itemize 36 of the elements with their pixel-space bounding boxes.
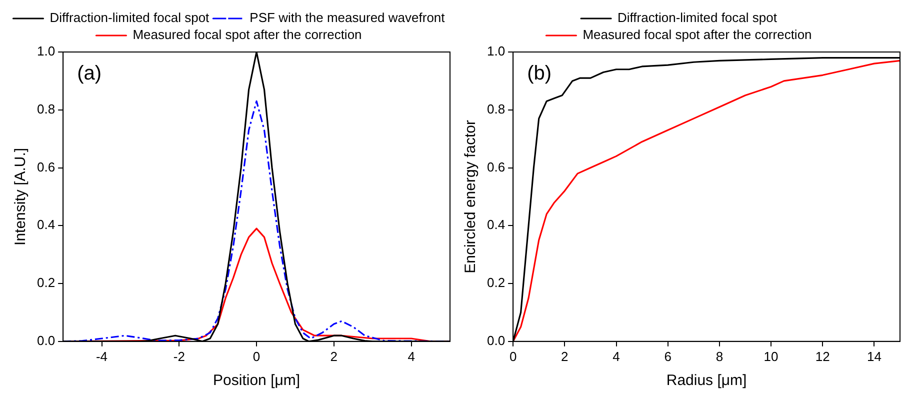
x-tick-label: -2 xyxy=(173,348,185,364)
y-tick-label: 1.0 xyxy=(36,44,56,59)
x-tick-label: 10 xyxy=(764,348,778,364)
y-axis-title: Intensity [A.U.] xyxy=(12,148,30,246)
annotation: (a) xyxy=(77,62,102,85)
y-tick-label: 0.2 xyxy=(36,275,56,290)
y-tick-label: 0.2 xyxy=(486,275,506,290)
x-axis-title: Position [μm] xyxy=(213,372,300,390)
y-tick-label: 0.6 xyxy=(36,159,56,174)
x-tick-label: 2 xyxy=(330,348,338,364)
x-tick-label: 4 xyxy=(612,348,620,364)
x-tick-label: 2 xyxy=(561,348,568,364)
y-tick-label: 0.8 xyxy=(486,101,506,116)
x-tick-label: 12 xyxy=(815,348,830,364)
legend-label: Measured focal spot after the correction xyxy=(132,27,362,42)
x-tick-label: 4 xyxy=(408,348,415,364)
y-tick-label: 1.0 xyxy=(486,44,506,59)
legend-label: Diffraction-limited focal spot xyxy=(618,10,778,26)
legend-label: Diffraction-limited focal spot xyxy=(50,10,210,26)
annotation: (b) xyxy=(527,62,552,85)
x-tick-label: 8 xyxy=(716,348,724,364)
legend-label: Measured focal spot after the correction xyxy=(582,27,812,42)
y-tick-label: 0.0 xyxy=(36,332,56,348)
x-tick-label: 0 xyxy=(252,348,260,364)
y-tick-label: 0.0 xyxy=(486,332,506,348)
y-tick-label: 0.4 xyxy=(36,217,56,232)
x-axis-title: Radius [μm] xyxy=(666,372,747,390)
legend-label: PSF with the measured wavefront xyxy=(250,10,446,26)
x-tick-label: 14 xyxy=(866,348,882,364)
y-axis-title: Encircled energy factor xyxy=(462,120,480,274)
y-tick-label: 0.8 xyxy=(36,101,56,116)
x-tick-label: 0 xyxy=(509,348,517,364)
x-tick-label: -4 xyxy=(96,348,108,364)
y-tick-label: 0.6 xyxy=(486,159,506,174)
x-tick-label: 6 xyxy=(664,348,672,364)
y-tick-label: 0.4 xyxy=(486,217,506,232)
